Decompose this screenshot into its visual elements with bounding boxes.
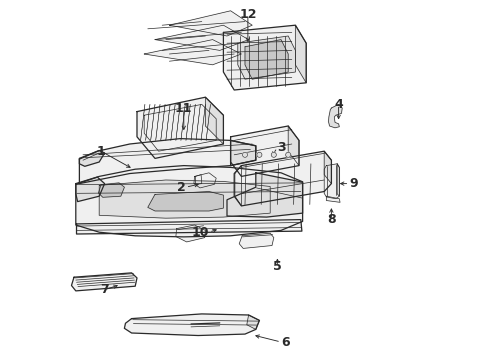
Polygon shape xyxy=(176,225,205,242)
Circle shape xyxy=(271,152,276,157)
Circle shape xyxy=(286,152,291,157)
Polygon shape xyxy=(79,139,256,184)
Text: 2: 2 xyxy=(177,181,186,194)
Polygon shape xyxy=(235,166,242,206)
Polygon shape xyxy=(247,315,259,329)
Polygon shape xyxy=(205,97,223,144)
Text: 1: 1 xyxy=(97,145,105,158)
Polygon shape xyxy=(72,273,137,291)
Polygon shape xyxy=(324,164,339,199)
Polygon shape xyxy=(79,150,104,166)
Polygon shape xyxy=(239,233,274,248)
Text: 8: 8 xyxy=(327,213,336,226)
Polygon shape xyxy=(324,151,331,184)
Polygon shape xyxy=(223,25,306,90)
Polygon shape xyxy=(245,40,288,79)
Polygon shape xyxy=(231,126,299,176)
Polygon shape xyxy=(144,40,242,65)
Text: 6: 6 xyxy=(281,336,290,348)
Polygon shape xyxy=(137,97,223,158)
Polygon shape xyxy=(124,314,259,336)
Polygon shape xyxy=(99,180,270,218)
Polygon shape xyxy=(170,11,252,36)
Text: 11: 11 xyxy=(175,102,193,114)
Text: 10: 10 xyxy=(192,226,209,239)
Circle shape xyxy=(257,152,262,157)
Text: 12: 12 xyxy=(239,8,257,21)
Polygon shape xyxy=(227,173,303,217)
Text: 5: 5 xyxy=(273,260,282,273)
Polygon shape xyxy=(155,25,248,50)
Text: 7: 7 xyxy=(100,283,109,296)
Text: 4: 4 xyxy=(334,98,343,111)
Polygon shape xyxy=(76,166,303,237)
Polygon shape xyxy=(337,164,339,196)
Polygon shape xyxy=(288,126,299,166)
Text: 9: 9 xyxy=(349,177,358,190)
Polygon shape xyxy=(326,196,340,202)
Polygon shape xyxy=(76,220,302,234)
Polygon shape xyxy=(76,177,104,202)
Polygon shape xyxy=(328,104,342,128)
Text: 3: 3 xyxy=(277,141,286,154)
Polygon shape xyxy=(295,25,306,83)
Polygon shape xyxy=(98,183,124,197)
Polygon shape xyxy=(234,151,331,206)
Polygon shape xyxy=(194,173,216,188)
Circle shape xyxy=(243,152,247,157)
Polygon shape xyxy=(231,140,256,166)
Polygon shape xyxy=(196,175,202,184)
Polygon shape xyxy=(148,192,223,211)
Polygon shape xyxy=(238,36,295,79)
